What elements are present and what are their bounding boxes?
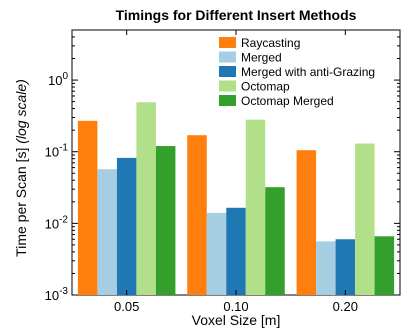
y-tick-base: 10	[48, 73, 62, 88]
bar-raycasting-0.05	[77, 120, 98, 295]
x-tick-label: 0.10	[223, 299, 248, 314]
y-tick-label: 10-1	[45, 143, 69, 160]
bar-raycasting-0.20	[296, 150, 317, 295]
y-tick-base: 10	[45, 216, 59, 231]
bar-raycasting-0.10	[187, 135, 207, 295]
bar-merged-0.05	[97, 169, 117, 295]
bar-merged-0.10	[206, 212, 227, 295]
legend-label: Merged with anti-Grazing	[241, 65, 375, 79]
x-tick-label: 0.05	[114, 299, 139, 314]
legend-swatch	[219, 51, 236, 63]
bar-merged-with-anti-grazing-0.05	[116, 157, 137, 295]
legend-label: Merged	[241, 51, 282, 65]
y-tick-base: 10	[45, 145, 59, 160]
bars: 0.05 0.10 0.20	[77, 30, 395, 314]
bar-octomap-0.10	[245, 119, 266, 296]
legend-label: Octomap	[241, 80, 290, 94]
bar-octomap-merged-0.20	[374, 236, 395, 295]
bar-octomap-0.20	[355, 143, 375, 295]
chart-title: Timings for Different Insert Methods	[116, 7, 357, 23]
y-tick-exponent: -1	[59, 143, 68, 154]
bar-octomap-merged-0.05	[155, 146, 176, 295]
y-axis-label-note: (log scale)	[13, 79, 29, 144]
y-tick-base: 10	[45, 288, 59, 303]
legend-swatch	[219, 95, 236, 106]
y-tick-exponent: 0	[62, 71, 68, 82]
bar-merged-with-anti-grazing-0.10	[226, 207, 246, 295]
y-tick-exponent: -2	[59, 214, 68, 225]
legend-swatch	[219, 80, 236, 92]
y-axis-label: Time per Scan [s] (log scale)	[13, 79, 29, 257]
y-axis-label-main: Time per Scan [s]	[13, 148, 29, 257]
y-tick-label: 10-3	[45, 286, 69, 303]
x-axis-label: Voxel Size [m]	[192, 312, 281, 328]
legend-swatch	[219, 37, 236, 48]
bar-octomap-merged-0.10	[265, 187, 285, 295]
y-tick-label: 10-2	[45, 214, 69, 231]
legend-label: Raycasting	[241, 36, 300, 50]
legend-swatch	[219, 66, 236, 77]
bar-merged-with-anti-grazing-0.20	[335, 239, 356, 295]
legend-label: Octomap Merged	[241, 94, 334, 108]
y-tick-exponent: -3	[59, 286, 68, 297]
bar-octomap-0.05	[136, 102, 156, 295]
bar-merged-0.20	[316, 241, 336, 295]
y-tick-label: 100	[48, 71, 68, 88]
x-tick-label: 0.20	[333, 299, 358, 314]
